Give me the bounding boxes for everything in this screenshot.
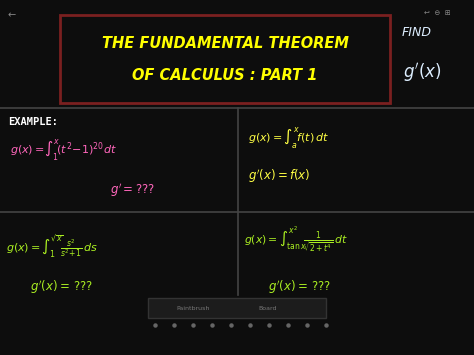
Text: $g'(x)=f(x)$: $g'(x)=f(x)$ (248, 167, 310, 185)
Text: EXAMPLE:: EXAMPLE: (8, 117, 58, 127)
Text: $g(x)=\!\int_{1}^{x}\!(t^2\!-\!1)^{20}dt$: $g(x)=\!\int_{1}^{x}\!(t^2\!-\!1)^{20}dt… (10, 137, 117, 163)
Text: Board: Board (259, 306, 277, 311)
Text: $g'(x)=\,???$: $g'(x)=\,???$ (268, 278, 331, 296)
Text: FIND: FIND (402, 26, 432, 38)
Text: $g'(x)$: $g'(x)$ (403, 60, 441, 83)
Text: $g(x)=\int_{\tan x}^{x^2}\!\frac{1}{\sqrt{2+t^4}}\,dt$: $g(x)=\int_{\tan x}^{x^2}\!\frac{1}{\sqr… (244, 225, 348, 255)
Text: OF CALCULUS : PART 1: OF CALCULUS : PART 1 (132, 67, 318, 82)
Bar (60, 15, 390, 103)
Text: ↩  ⊖  ⊞: ↩ ⊖ ⊞ (424, 10, 451, 16)
Bar (148, 298, 326, 318)
Text: $g'(x)=\,???$: $g'(x)=\,???$ (30, 278, 93, 296)
Text: $g(x)=\int_{1}^{\!\sqrt{x}}\!\frac{s^2}{s^2\!+\!1}\,ds$: $g(x)=\int_{1}^{\!\sqrt{x}}\!\frac{s^2}{… (6, 234, 98, 260)
Text: ←: ← (8, 10, 16, 20)
Text: $g(x)=\int_{a}^{x}\!f(t)\,dt$: $g(x)=\int_{a}^{x}\!f(t)\,dt$ (248, 125, 329, 151)
Text: $g'=???$: $g'=???$ (110, 181, 155, 199)
Text: Paintbrush: Paintbrush (176, 306, 210, 311)
Text: THE FUNDAMENTAL THEOREM: THE FUNDAMENTAL THEOREM (101, 36, 348, 50)
